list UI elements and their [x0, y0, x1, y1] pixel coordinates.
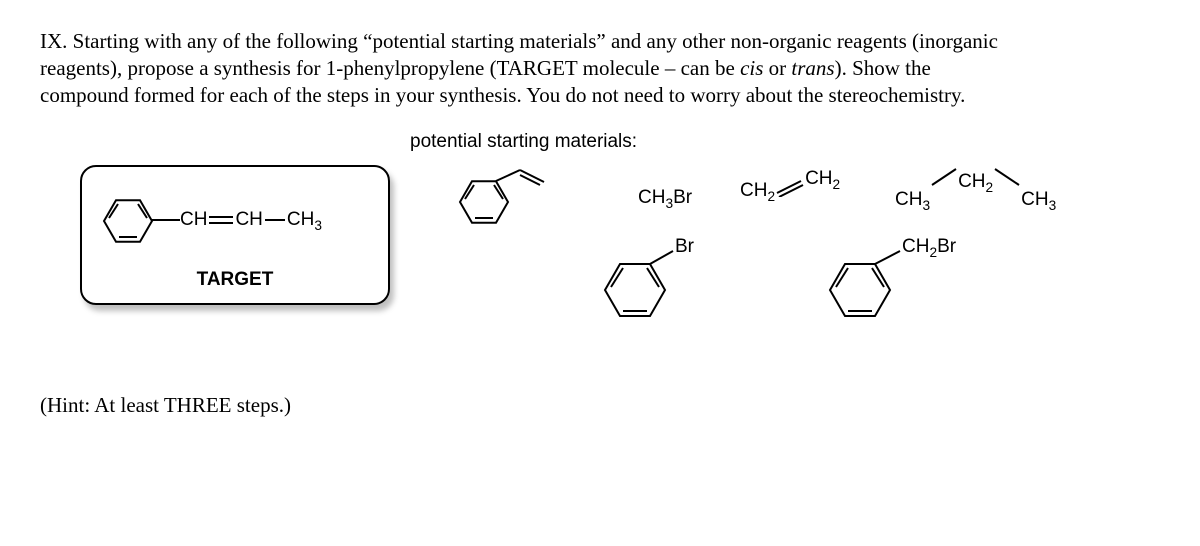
target-box: CHCHCH3 TARGET — [80, 165, 390, 305]
problem-text-2a: reagents), propose a synthesis for 1-phe… — [40, 56, 740, 80]
ethylene-b: CH — [805, 168, 832, 189]
ethylene-a: CH — [740, 180, 767, 201]
propane-c-sub: 3 — [1049, 197, 1057, 212]
double-bond-slant-icon — [775, 177, 805, 197]
ch3br-ch: CH — [638, 187, 665, 208]
bromobenzene-br: Br — [675, 236, 694, 258]
bond-up-icon — [930, 165, 958, 189]
benzylbromide-structure: CH2Br — [820, 235, 970, 330]
hint-text: (Hint: At least THREE steps.) — [40, 393, 1160, 418]
ethylene-formula: CH2CH2 — [740, 177, 840, 204]
ethylene-b-sub: 2 — [833, 176, 841, 191]
problem-statement: IX. Starting with any of the following “… — [40, 28, 1160, 109]
ch3br-formula: CH3Br — [638, 187, 692, 211]
starting-materials-label: potential starting materials: — [410, 131, 1160, 153]
target-formula: CHCHCH3 — [180, 209, 322, 233]
problem-text-1: . Starting with any of the following “po… — [62, 29, 998, 53]
propane-formula: CH3CH2CH3 — [895, 165, 1125, 199]
propane-b: CH — [958, 171, 985, 192]
single-bond-icon — [263, 213, 287, 227]
benzylbr-ch2: CH — [902, 236, 929, 257]
problem-number: IX — [40, 29, 62, 53]
styrene-structure — [450, 160, 560, 230]
problem-text-trans: trans — [791, 56, 834, 80]
benzylbr-formula: CH2Br — [902, 236, 956, 260]
ch3br-sub: 3 — [665, 195, 673, 210]
bond-down-icon — [993, 165, 1021, 189]
chain-ch2: CH — [235, 209, 262, 230]
problem-text-2b: or — [763, 56, 791, 80]
problem-text-cis: cis — [740, 56, 763, 80]
benzylbr-sub: 2 — [929, 244, 937, 259]
ethylene-a-sub: 2 — [767, 188, 775, 203]
propane-a-sub: 3 — [922, 197, 930, 212]
chain-ch3: CH — [287, 209, 314, 230]
bromobenzene-structure: Br — [595, 235, 705, 330]
double-bond-icon — [207, 213, 235, 227]
benzene-icon — [96, 189, 160, 253]
target-caption: TARGET — [82, 269, 388, 291]
propane-b-sub: 2 — [986, 179, 994, 194]
ch3br-br: Br — [673, 187, 692, 208]
chain-ch3-sub: 3 — [314, 217, 322, 232]
bond-icon — [152, 215, 182, 225]
figure-row: CHCHCH3 TARGET CH3Br CH2CH2 — [40, 155, 1160, 355]
target-structure: CHCHCH3 TARGET — [82, 167, 388, 303]
benzylbr-br: Br — [937, 236, 956, 257]
problem-text-2c: ). Show the — [835, 56, 931, 80]
propane-a: CH — [895, 189, 922, 210]
page: IX. Starting with any of the following “… — [0, 0, 1200, 418]
problem-text-3: compound formed for each of the steps in… — [40, 83, 965, 107]
propane-c: CH — [1021, 189, 1048, 210]
chain-ch1: CH — [180, 209, 207, 230]
